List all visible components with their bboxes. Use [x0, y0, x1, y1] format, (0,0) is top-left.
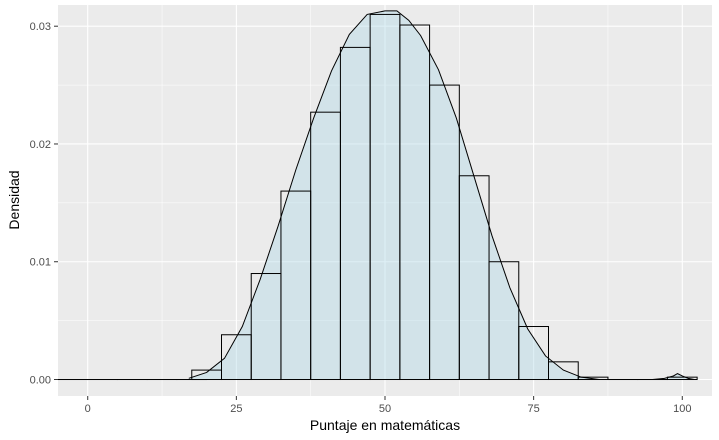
histogram-bar [518, 326, 549, 381]
y-tick-label: 0.01 [30, 257, 51, 269]
histogram-bar [488, 261, 520, 381]
histogram-bar [548, 361, 579, 381]
x-axis-title: Puntaje en matemáticas [310, 417, 460, 433]
y-tick-label: 0.02 [30, 139, 51, 151]
density-area [188, 10, 695, 380]
density-fill [188, 10, 695, 380]
histogram-bar [666, 376, 698, 381]
x-tick-label: 75 [528, 403, 540, 415]
y-axis-title: Densidad [6, 170, 22, 229]
x-axis-ticks: 0 25 50 75 100 [85, 396, 691, 415]
x-tick-label: 50 [379, 403, 391, 415]
grid-major [58, 5, 712, 396]
histogram-bar [577, 376, 609, 381]
y-tick-label: 0.00 [30, 375, 51, 387]
y-tick-label: 0.03 [30, 21, 51, 33]
x-tick-label: 25 [230, 403, 242, 415]
x-tick-label: 0 [85, 403, 91, 415]
density-line [188, 10, 695, 381]
y-axis-ticks: 0.00 0.01 0.02 0.03 [30, 21, 58, 387]
x-tick-label: 100 [673, 403, 691, 415]
density-curve [188, 10, 695, 381]
